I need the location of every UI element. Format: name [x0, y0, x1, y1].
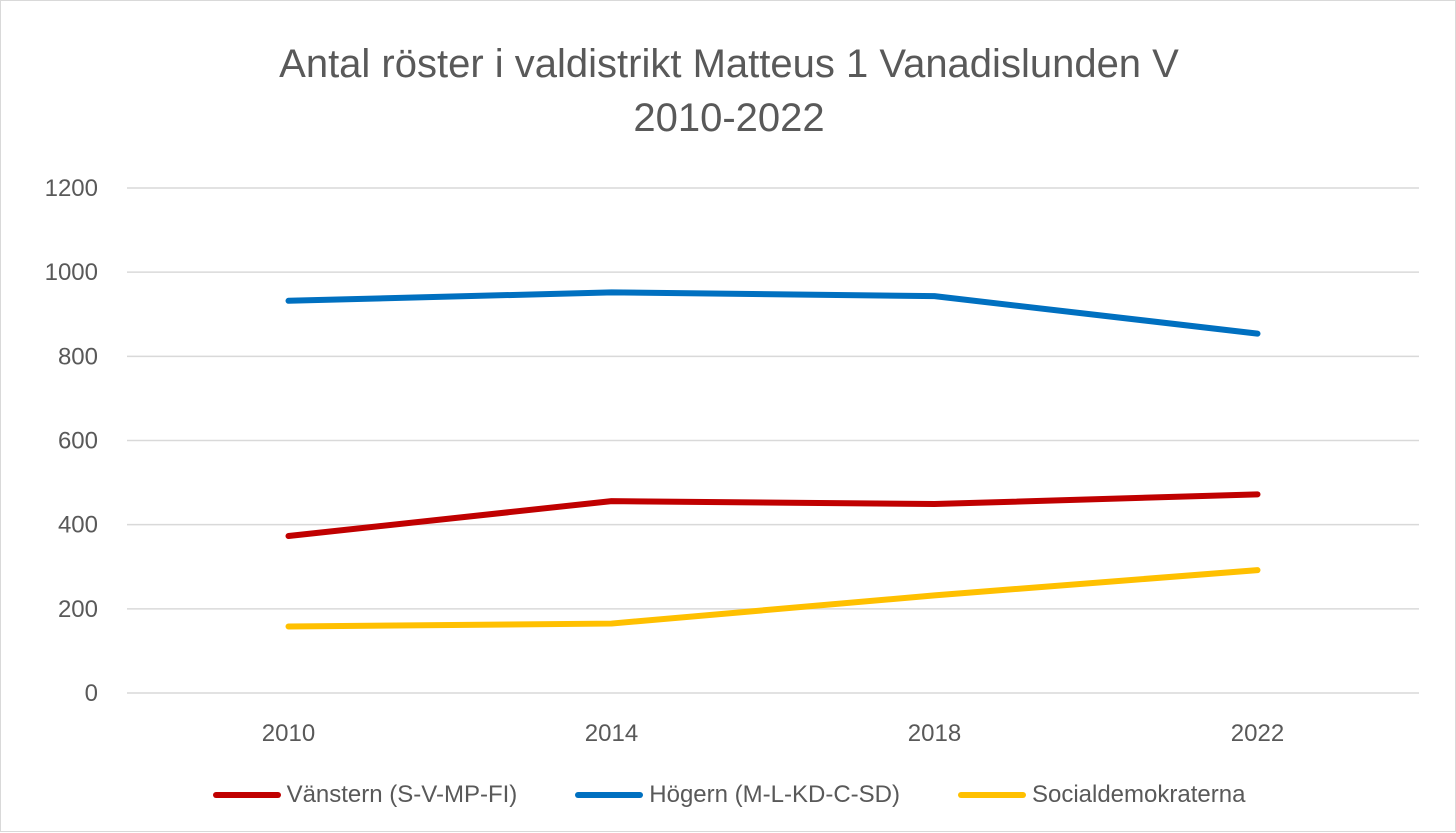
legend-item: Högern (M-L-KD-C-SD): [575, 781, 900, 809]
y-tick-label: 800: [58, 343, 98, 370]
legend-swatch: [212, 792, 281, 798]
legend-label: Socialdemokraterna: [1031, 781, 1246, 808]
legend-swatch: [575, 792, 644, 798]
y-tick-label: 200: [58, 596, 98, 623]
series-line-2: [285, 567, 1261, 630]
x-tick-label: 2010: [262, 720, 315, 747]
y-tick-label: 1200: [45, 175, 98, 202]
chart-title: Antal röster i valdistrikt Matteus 1 Van…: [1, 37, 1456, 145]
y-axis-tick-labels: 0 200 400 600 800 1000 1200: [45, 175, 98, 707]
x-tick-label: 2018: [908, 720, 961, 747]
x-tick-label: 2014: [585, 720, 638, 747]
y-tick-label: 600: [58, 428, 98, 455]
legend-label: Högern (M-L-KD-C-SD): [649, 781, 900, 808]
series-line-0: [285, 491, 1261, 540]
legend: Vänstern (S-V-MP-FI) Högern (M-L-KD-C-SD)…: [1, 781, 1456, 809]
y-tick-label: 1000: [45, 259, 98, 286]
legend-swatch: [957, 792, 1026, 798]
gridlines: [127, 187, 1419, 694]
chart-title-line-2: 2010-2022: [633, 96, 825, 140]
x-tick-label: 2022: [1231, 720, 1284, 747]
series-line-1: [285, 289, 1261, 337]
legend-item: Socialdemokraterna: [957, 781, 1246, 809]
legend-item: Vänstern (S-V-MP-FI): [212, 781, 518, 809]
y-tick-label: 0: [85, 680, 98, 707]
series-lines: [285, 289, 1261, 630]
y-tick-label: 400: [58, 512, 98, 539]
x-axis-tick-labels: 2010 2014 2018 2022: [262, 720, 1284, 747]
legend-label: Vänstern (S-V-MP-FI): [286, 781, 518, 808]
chart-title-line-1: Antal röster i valdistrikt Matteus 1 Van…: [279, 42, 1179, 86]
